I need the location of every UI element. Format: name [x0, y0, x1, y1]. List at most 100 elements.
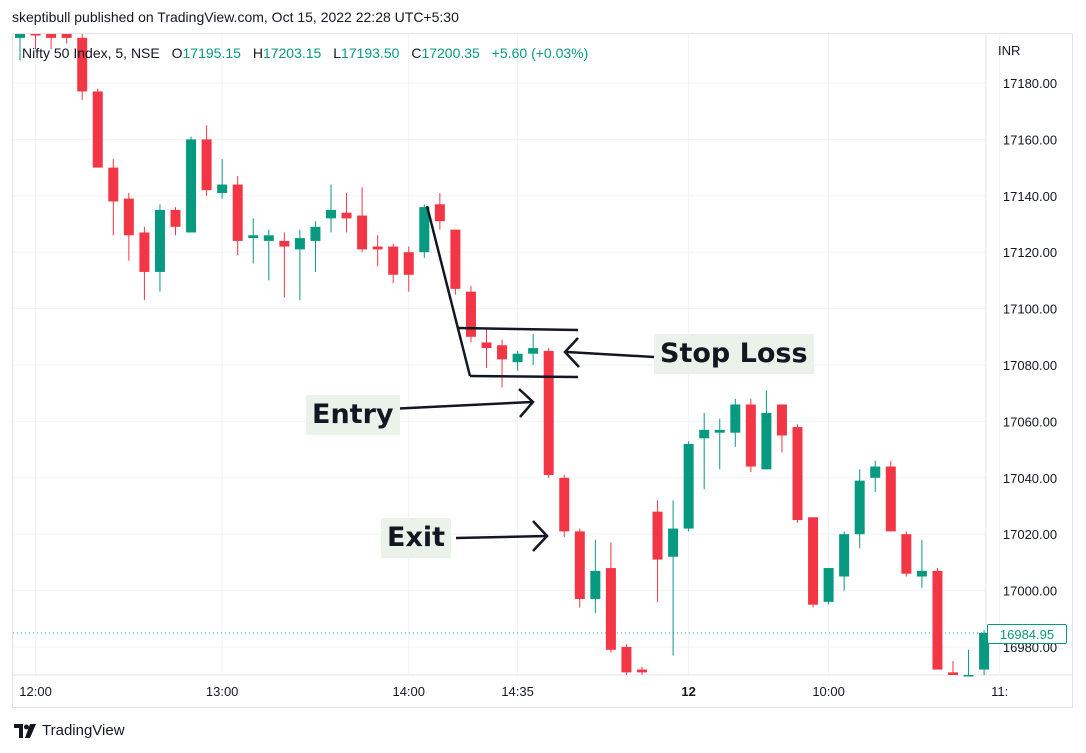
y-tick-label: 17100.00 — [1003, 302, 1057, 317]
candle — [419, 204, 430, 258]
candle — [481, 328, 492, 368]
candle — [637, 666, 647, 675]
candle — [139, 226, 150, 301]
candle-body — [776, 404, 787, 436]
candle-body — [497, 345, 508, 360]
candle-body — [699, 429, 710, 439]
candle — [357, 187, 368, 253]
candle-body — [403, 252, 414, 275]
candle-body — [30, 34, 41, 36]
candle — [839, 531, 850, 591]
candle — [870, 460, 881, 492]
candle — [388, 243, 399, 284]
y-tick-label: 17180.00 — [1003, 76, 1057, 91]
candle-body — [528, 348, 539, 354]
close-value: 17200.35 — [421, 45, 480, 61]
candle-body — [201, 139, 212, 191]
candle — [885, 460, 896, 532]
candle — [77, 34, 88, 100]
candle — [450, 229, 461, 295]
candle-body — [61, 34, 72, 38]
entry-annotation: Entry — [306, 395, 400, 435]
candle — [61, 34, 72, 44]
candle — [745, 398, 756, 473]
candle-body — [372, 246, 383, 250]
candle — [963, 649, 974, 677]
candle-body — [590, 570, 601, 600]
candle — [792, 424, 803, 523]
candle-body — [808, 517, 819, 605]
candle-series — [15, 34, 990, 677]
candle — [854, 469, 865, 549]
candle — [186, 136, 197, 233]
candle — [590, 539, 601, 614]
candle-body — [870, 466, 881, 478]
candle-body — [450, 229, 461, 289]
candle — [170, 207, 181, 236]
close-label: C — [411, 45, 422, 61]
low-value: 17193.50 — [341, 45, 400, 61]
candle — [403, 246, 414, 292]
candle-body — [217, 184, 228, 193]
symbol-legend: Nifty 50 Index, 5, NSE O17195.15 H17203.… — [22, 45, 588, 61]
candle — [699, 412, 710, 490]
candle — [497, 339, 508, 388]
change-value: +5.60 (+0.03%) — [491, 45, 589, 61]
y-tick-label: 17120.00 — [1003, 245, 1057, 260]
candle-body — [823, 568, 834, 602]
candle — [761, 390, 772, 470]
candle-body — [854, 480, 865, 535]
y-tick-label: 17000.00 — [1003, 584, 1057, 599]
y-tick-label: 17140.00 — [1003, 189, 1057, 204]
user-drawings — [367, 205, 655, 552]
open-label: O — [171, 45, 183, 61]
high-label: H — [252, 45, 263, 61]
candle-body — [139, 232, 150, 272]
candle-body — [885, 466, 896, 532]
candle — [574, 528, 585, 608]
publisher-line: skeptibull published on TradingView.com,… — [12, 9, 459, 25]
candle — [916, 539, 927, 588]
low-label: L — [333, 45, 342, 61]
y-axis: 17180.00 17160.00 17140.00 17120.00 17100.00… — [985, 34, 1057, 675]
x-tick-label: 12:00 — [19, 684, 52, 699]
footer: TradingView — [14, 722, 125, 739]
candle — [232, 176, 243, 256]
x-tick-label: 10:00 — [812, 684, 845, 699]
candle-body — [637, 669, 647, 673]
candle-body — [154, 209, 165, 272]
candle-body — [341, 212, 352, 219]
candle — [341, 192, 352, 233]
candle — [108, 159, 119, 236]
candle-body — [481, 342, 492, 349]
candle-body — [621, 647, 632, 673]
candle-body — [948, 672, 958, 675]
candle-body — [15, 34, 25, 38]
candle — [372, 235, 383, 267]
x-tick-label: 13:00 — [206, 684, 239, 699]
symbol-name: Nifty 50 Index, 5, NSE — [22, 45, 160, 61]
candle-body — [186, 139, 197, 233]
trend-line — [425, 205, 472, 377]
candle-body — [419, 207, 430, 253]
candle — [465, 286, 476, 343]
candle — [776, 404, 787, 453]
y-tick-label: 17060.00 — [1003, 414, 1057, 429]
brand-name: TradingView — [42, 722, 125, 739]
candle — [279, 232, 290, 298]
candle-body — [357, 215, 368, 250]
x-tick-label: 14:35 — [501, 684, 534, 699]
candle-body — [92, 91, 103, 168]
candle — [621, 644, 632, 675]
candle-body — [605, 568, 616, 650]
x-tick-label: 12 — [681, 684, 695, 699]
flag-lower-line — [469, 374, 579, 379]
candle — [979, 630, 990, 675]
candle-body — [901, 534, 912, 574]
candle — [434, 192, 445, 230]
candle-body — [979, 632, 990, 670]
candle-body — [248, 235, 259, 239]
candle — [248, 218, 259, 264]
candle — [310, 221, 321, 272]
